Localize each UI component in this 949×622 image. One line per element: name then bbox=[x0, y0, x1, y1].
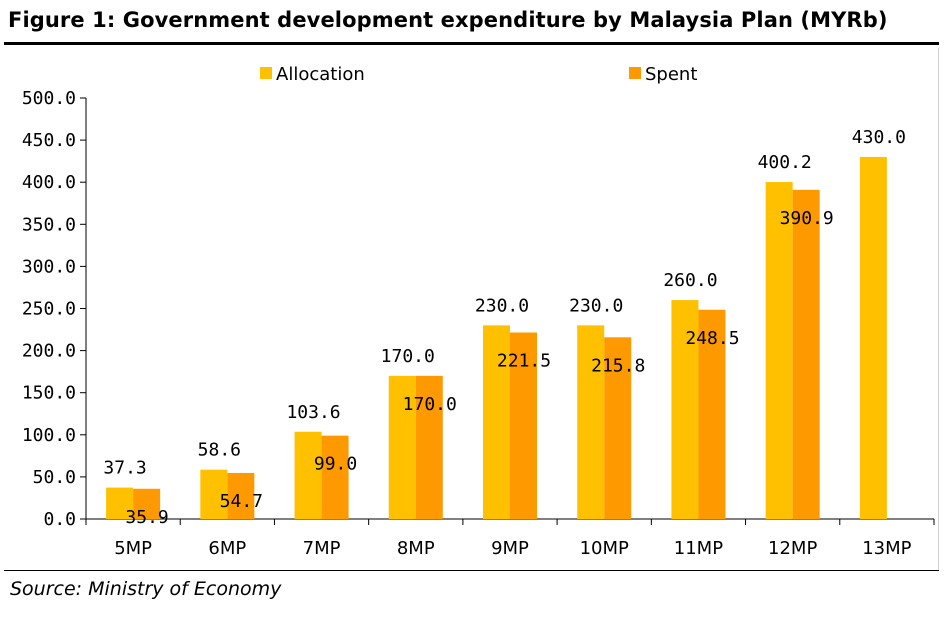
x-tick-label: 10MP bbox=[580, 538, 629, 559]
allocation-bar bbox=[106, 487, 134, 519]
legend-allocation-label: Allocation bbox=[276, 64, 365, 85]
spent-value-label: 221.5 bbox=[497, 350, 551, 371]
spent-bar bbox=[698, 309, 726, 519]
x-tick-label: 9MP bbox=[491, 538, 529, 559]
allocation-value-label: 170.0 bbox=[381, 346, 435, 367]
spent-value-label: 390.9 bbox=[780, 208, 834, 229]
y-tick-label: 100.0 bbox=[22, 425, 76, 446]
y-tick-label: 250.0 bbox=[22, 299, 76, 320]
allocation-bar bbox=[294, 431, 322, 519]
spent-bar bbox=[227, 472, 255, 519]
spent-bar bbox=[792, 189, 820, 520]
x-tick-label: 7MP bbox=[303, 538, 341, 559]
spent-value-label: 99.0 bbox=[314, 454, 357, 475]
x-tick-label: 13MP bbox=[862, 538, 911, 559]
allocation-value-label: 260.0 bbox=[663, 270, 717, 291]
spent-bar bbox=[510, 332, 537, 519]
spent-value-label: 248.5 bbox=[685, 328, 739, 349]
spent-bar bbox=[604, 337, 632, 519]
y-tick-label: 200.0 bbox=[22, 341, 76, 362]
bar-chart: Allocation Spent 0.0 50.0 100.0 150.0 200.0 25… bbox=[22, 64, 935, 559]
y-axis: 0.0 50.0 100.0 150.0 200.0 250.0 300.0 350.0 400… bbox=[22, 88, 87, 530]
allocation-value-label: 103.6 bbox=[286, 402, 340, 423]
x-tick-label: 6MP bbox=[208, 538, 246, 559]
y-tick-label: 500.0 bbox=[22, 88, 76, 109]
x-tick-label: 12MP bbox=[768, 538, 817, 559]
y-tick-label: 350.0 bbox=[22, 214, 76, 235]
allocation-value-label: 430.0 bbox=[852, 127, 906, 148]
legend-allocation-swatch bbox=[260, 67, 272, 79]
spent-value-label: 170.0 bbox=[403, 394, 457, 415]
allocation-bar bbox=[388, 375, 416, 519]
allocation-bar bbox=[765, 182, 793, 519]
allocation-value-label: 230.0 bbox=[569, 295, 623, 316]
x-tick-label: 5MP bbox=[114, 538, 152, 559]
source-note: Source: Ministry of Economy bbox=[10, 578, 282, 600]
x-tick-label: 8MP bbox=[397, 538, 435, 559]
y-tick-label: 50.0 bbox=[33, 467, 76, 488]
spent-value-label: 215.8 bbox=[591, 355, 645, 376]
chart-legend: Allocation Spent bbox=[260, 64, 697, 85]
y-tick-label: 0.0 bbox=[43, 509, 76, 530]
y-tick-label: 400.0 bbox=[22, 172, 76, 193]
allocation-value-label: 400.2 bbox=[758, 152, 812, 173]
allocation-bar bbox=[671, 300, 699, 519]
legend-spent-swatch bbox=[629, 67, 641, 79]
x-axis: 5MP 6MP 7MP 8MP 9MP 10MP 11MP 12MP 13MP bbox=[85, 518, 935, 559]
allocation-value-label: 37.3 bbox=[103, 458, 146, 479]
spent-bar bbox=[321, 435, 349, 519]
legend-spent-label: Spent bbox=[645, 64, 697, 85]
chart-frame: Allocation Spent 0.0 50.0 100.0 150.0 200.0 25… bbox=[4, 48, 939, 570]
allocation-bar bbox=[200, 469, 228, 519]
title-rule bbox=[4, 42, 939, 45]
allocation-bar bbox=[859, 156, 887, 519]
value-labels: 37.3 35.9 58.6 54.7 103.6 99.0 170.0 170.0 230.0… bbox=[103, 127, 906, 528]
allocation-bar bbox=[577, 325, 605, 519]
y-tick-label: 150.0 bbox=[22, 383, 76, 404]
spent-value-label: 35.9 bbox=[125, 507, 168, 528]
y-tick-label: 300.0 bbox=[22, 256, 76, 277]
figure-title: Figure 1: Government development expendi… bbox=[8, 8, 888, 32]
spent-bar bbox=[415, 375, 443, 519]
y-tick-label: 450.0 bbox=[22, 130, 76, 151]
allocation-value-label: 58.6 bbox=[198, 440, 241, 461]
spent-bar bbox=[133, 488, 161, 519]
x-tick-label: 11MP bbox=[674, 538, 723, 559]
spent-value-label: 54.7 bbox=[220, 491, 263, 512]
bars bbox=[106, 156, 887, 520]
allocation-value-label: 230.0 bbox=[475, 295, 529, 316]
allocation-bar bbox=[483, 325, 510, 519]
bottom-rule bbox=[4, 570, 939, 571]
